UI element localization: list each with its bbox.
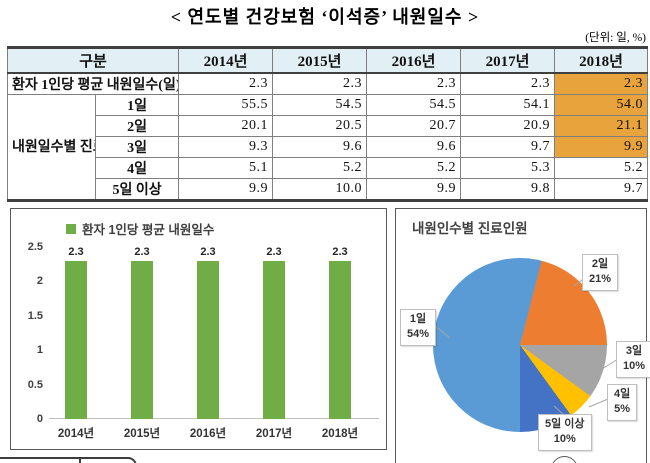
value-cell: 5.2 xyxy=(366,157,462,179)
row-label: 2일 xyxy=(94,115,180,137)
value-cell: 9.6 xyxy=(366,136,462,158)
value-cell: 2.3 xyxy=(272,72,368,95)
row-label: 3일 xyxy=(94,136,180,158)
value-cell: 9.7 xyxy=(460,136,556,158)
bar-group: 2.3 xyxy=(261,246,287,419)
x-axis-labels: 2014년 2015년 2016년 2017년 2018년 xyxy=(43,425,373,441)
value-cell: 9.9 xyxy=(178,178,274,201)
table-row: 내원일수별 진료인원 (%) 1일 55.5 54.5 54.5 54.1 54… xyxy=(7,94,649,201)
col-header-2017: 2017년 xyxy=(460,47,556,74)
table-row-avg: 환자 1인당 평균 내원일수(일) 2.3 2.3 2.3 2.3 2.3 xyxy=(6,72,649,95)
avg-row-label: 환자 1인당 평균 내원일수(일) xyxy=(6,72,180,95)
col-header-2015: 2015년 xyxy=(272,47,368,74)
unit-note: (단위: 일, %) xyxy=(585,32,646,44)
y-tick: 0 xyxy=(36,413,43,425)
table-row: 5일 이상 9.9 10.0 9.9 9.8 9.7 xyxy=(8,178,649,201)
x-tick: 2015년 xyxy=(123,428,161,440)
bar-group: 2.3 xyxy=(327,246,353,419)
value-cell-highlighted: 54.0 xyxy=(554,94,649,116)
value-cell: 9.9 xyxy=(366,178,462,201)
bar xyxy=(131,261,153,419)
group-label: 내원일수별 진료인원 (%) xyxy=(7,94,96,201)
cutoff-table-fragment xyxy=(0,457,137,463)
col-header-2016: 2016년 xyxy=(366,47,462,74)
value-cell: 54.1 xyxy=(460,94,556,116)
value-cell: 5.1 xyxy=(178,157,274,179)
bar-chart-panel: 환자 1인당 평균 내원일수 2.5 2 1.5 1 0.5 0 2.3 2.3… xyxy=(10,208,387,450)
row-label: 1일 xyxy=(94,94,180,116)
x-tick: 2016년 xyxy=(189,428,227,440)
page-title: < 연도별 건강보험 ‘이석증’ 내원일수 > xyxy=(170,7,480,27)
data-table: 구분 2014년 2015년 2016년 2017년 2018년 환자 1인당 … xyxy=(6,46,649,202)
value-cell: 10.0 xyxy=(272,178,368,201)
value-cell-highlighted: 9.9 xyxy=(554,136,649,158)
value-cell: 20.1 xyxy=(178,115,274,137)
value-cell: 9.3 xyxy=(178,136,274,158)
value-cell: 55.5 xyxy=(178,94,274,116)
value-cell: 9.7 xyxy=(554,178,649,201)
value-cell: 9.6 xyxy=(272,136,368,158)
bars-area: 2.3 2.3 2.3 2.3 2.3 xyxy=(43,227,373,419)
y-tick: 2 xyxy=(36,275,43,288)
bar-value-label: 2.3 xyxy=(332,246,348,258)
value-cell: 20.7 xyxy=(366,115,462,137)
pie-label-4day: 4일 5% xyxy=(607,384,638,421)
y-tick: 2.5 xyxy=(27,241,43,253)
value-cell: 54.5 xyxy=(272,94,368,116)
value-cell: 5.2 xyxy=(554,157,649,179)
bar-chart-legend: 환자 1인당 평균 내원일수 xyxy=(66,219,214,238)
bar-value-label: 2.3 xyxy=(68,246,84,258)
value-cell-highlighted: 2.3 xyxy=(554,72,649,95)
value-cell: 9.8 xyxy=(460,178,556,201)
table-row: 3일 9.3 9.6 9.6 9.7 9.9 xyxy=(8,136,649,158)
bar xyxy=(197,261,219,419)
row-label: 5일 이상 xyxy=(94,178,180,201)
legend-label: 환자 1인당 평균 내원일수 xyxy=(82,223,215,237)
col-header-2018: 2018년 xyxy=(554,47,649,74)
y-tick: 0.5 xyxy=(27,378,43,391)
value-cell: 54.5 xyxy=(366,94,462,116)
x-tick: 2014년 xyxy=(57,428,95,440)
bar xyxy=(65,261,87,419)
pie-label-3day: 3일 10% xyxy=(616,341,650,378)
value-cell-highlighted: 21.1 xyxy=(554,115,649,137)
pie xyxy=(433,258,607,432)
y-tick: 1 xyxy=(36,344,43,357)
table-header-row: 구분 2014년 2015년 2016년 2017년 2018년 xyxy=(6,47,649,74)
x-tick: 2017년 xyxy=(255,428,293,440)
bar-group: 2.3 xyxy=(129,246,155,419)
value-cell: 2.3 xyxy=(460,72,556,95)
bar-value-label: 2.3 xyxy=(134,246,150,258)
cutoff-table-divider xyxy=(79,459,81,463)
value-cell: 5.3 xyxy=(460,157,556,179)
x-tick: 2018년 xyxy=(321,428,359,440)
value-cell: 5.2 xyxy=(272,157,368,179)
bar xyxy=(329,261,351,419)
col-header-gubun: 구분 xyxy=(6,47,180,74)
table-row: 4일 5.1 5.2 5.2 5.3 5.2 xyxy=(8,157,649,179)
value-cell: 20.9 xyxy=(460,115,556,137)
pie-label-5day-plus: 5일 이상 10% xyxy=(538,414,592,451)
value-cell: 2.3 xyxy=(178,72,274,95)
table-row: 2일 20.1 20.5 20.7 20.9 21.1 xyxy=(8,115,649,137)
pie-chart-panel: 내원인수별 진료인원 1일 54% 2일 21% 3일 10% 4일 5% 5일… xyxy=(395,208,650,463)
value-cell: 20.5 xyxy=(272,115,368,137)
bar-group: 2.3 xyxy=(63,246,89,419)
value-cell: 2.3 xyxy=(366,72,462,95)
bar-value-label: 2.3 xyxy=(200,246,216,258)
y-tick: 1.5 xyxy=(27,309,43,322)
pie-chart-title: 내원인수별 진료인원 xyxy=(412,221,528,236)
pie-label-1day: 1일 54% xyxy=(400,309,437,346)
col-header-2014: 2014년 xyxy=(178,47,274,74)
row-label: 4일 xyxy=(94,157,180,179)
bar xyxy=(263,261,285,419)
legend-swatch-icon xyxy=(66,223,76,234)
bar-group: 2.3 xyxy=(195,246,221,419)
pie-label-2day: 2일 21% xyxy=(582,254,619,291)
bar-value-label: 2.3 xyxy=(266,246,282,258)
